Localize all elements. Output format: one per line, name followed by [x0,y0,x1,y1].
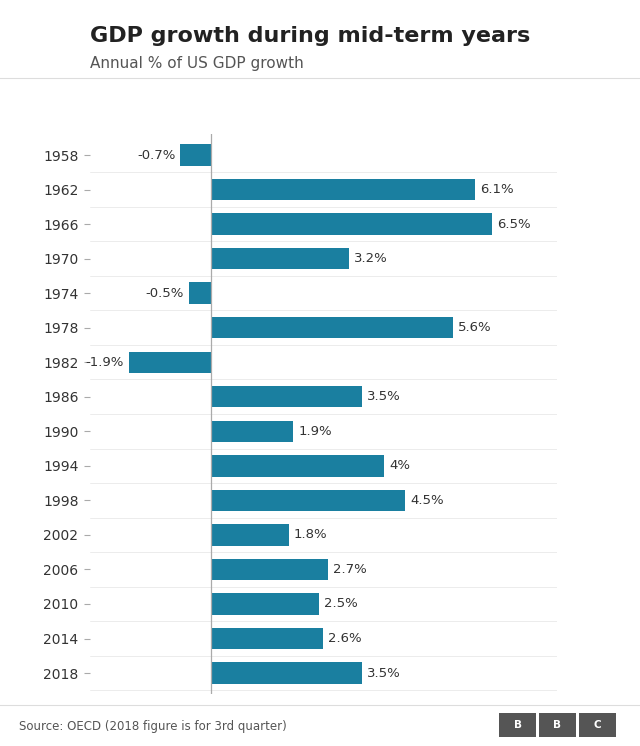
Bar [189,283,211,304]
Text: 3.2%: 3.2% [355,252,388,265]
Text: 4%: 4% [389,460,410,472]
Text: 3.5%: 3.5% [367,390,401,404]
Text: C: C [593,720,601,730]
Text: B: B [514,720,522,730]
Bar [180,144,211,166]
Text: 3.5%: 3.5% [367,667,401,680]
Bar [129,351,211,373]
Bar [211,524,289,545]
Text: 2.5%: 2.5% [324,598,358,610]
Text: 6.1%: 6.1% [480,183,513,196]
Bar [211,455,384,477]
Text: B: B [554,720,561,730]
Bar [211,179,475,200]
Bar [211,593,319,615]
Text: 1.8%: 1.8% [294,528,328,542]
Text: 6.5%: 6.5% [497,218,531,231]
Text: Source: OECD (2018 figure is for 3rd quarter): Source: OECD (2018 figure is for 3rd qua… [19,720,287,733]
Bar [211,628,323,649]
Text: 2.7%: 2.7% [333,563,367,576]
Bar [211,489,405,511]
Text: 2.6%: 2.6% [328,632,362,645]
Text: -0.5%: -0.5% [145,286,184,300]
Text: 4.5%: 4.5% [411,494,444,507]
Bar [211,559,328,580]
Text: Annual % of US GDP growth: Annual % of US GDP growth [90,56,303,71]
Bar [211,421,293,442]
Text: GDP growth during mid-term years: GDP growth during mid-term years [90,26,530,46]
Bar [211,213,492,235]
Bar [211,662,362,684]
Bar [211,317,453,339]
Text: -0.7%: -0.7% [137,148,175,161]
Bar [211,386,362,407]
Bar [211,248,349,269]
Text: -1.9%: -1.9% [85,356,124,369]
Text: 1.9%: 1.9% [298,424,332,438]
Text: 5.6%: 5.6% [458,322,492,334]
